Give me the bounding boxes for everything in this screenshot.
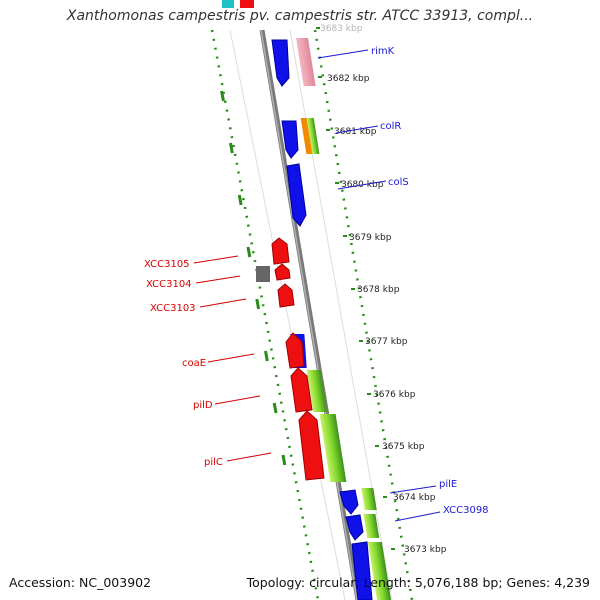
plus-strand-genes	[271, 38, 392, 600]
inner-ring-track	[229, 29, 346, 600]
map-title: Xanthomonas campestris pv. campestris st…	[66, 8, 534, 24]
accession-text: Accession: NC_003902	[9, 575, 152, 590]
gene-colR[interactable]	[281, 120, 299, 159]
gene-label-colS[interactable]: colS	[388, 177, 409, 188]
gene-label-pilD[interactable]: pilD	[193, 400, 213, 411]
gene-label-XCC3104[interactable]: XCC3104	[146, 279, 192, 290]
gene-pilE-green[interactable]	[361, 488, 377, 510]
gene-colS[interactable]	[286, 163, 307, 227]
minus-strand-labels: XCC3105 XCC3104 XCC3103 coaE pilD pilC	[144, 255, 272, 468]
gene-coaE[interactable]	[285, 332, 305, 369]
minus-strand-genes	[256, 237, 347, 482]
tick-label: 3679 kbp	[349, 233, 392, 243]
gene-colR-orange[interactable]	[300, 118, 313, 154]
gene-XCC3098-green[interactable]	[363, 514, 380, 538]
gene-top-red[interactable]	[240, 0, 254, 8]
minus-strand-long-ticks	[220, 90, 287, 466]
gene-colR-green[interactable]	[306, 118, 320, 154]
gene-pilC[interactable]	[298, 410, 325, 481]
tick-label: 3674 kbp	[393, 493, 436, 503]
gene-pilD[interactable]	[290, 367, 313, 413]
gene-pilE[interactable]	[339, 489, 359, 515]
tick-label: 3682 kbp	[327, 74, 370, 84]
tick-label: 3676 kbp	[373, 390, 416, 400]
gene-bottom-green[interactable]	[367, 542, 392, 600]
gene-top-cyan[interactable]	[222, 0, 234, 8]
gene-label-XCC3105[interactable]: XCC3105	[144, 259, 190, 270]
genome-backbone	[259, 29, 361, 600]
gene-pilD-green[interactable]	[306, 370, 328, 412]
inner-ring-track-2	[289, 29, 393, 600]
topology-summary: Topology: circular; Length: 5,076,188 bp…	[246, 575, 590, 590]
gene-XCC3105[interactable]	[271, 237, 290, 265]
tick-label: 3683 kbp	[320, 24, 363, 34]
gene-XCC3104-grey[interactable]	[256, 266, 270, 282]
gene-label-coaE[interactable]: coaE	[182, 358, 206, 369]
gene-label-colR[interactable]: colR	[380, 121, 401, 132]
gene-XCC3104[interactable]	[274, 263, 291, 281]
tick-label: 3678 kbp	[357, 285, 400, 295]
gene-label-rimK[interactable]: rimK	[371, 46, 395, 57]
tick-label: 3681 kbp	[334, 127, 377, 137]
gene-XCC3103[interactable]	[277, 283, 295, 308]
gene-XCC3098[interactable]	[345, 514, 364, 541]
tick-label: 3675 kbp	[382, 442, 425, 452]
gene-rimK-color-bar[interactable]	[296, 38, 316, 86]
plus-strand-labels: rimK colR colS pilE XCC3098	[317, 46, 489, 522]
gene-rimK[interactable]	[271, 39, 290, 87]
plus-strand-dotted-track	[313, 29, 414, 600]
tick-label: 3673 kbp	[404, 545, 447, 555]
gene-label-pilE[interactable]: pilE	[439, 479, 457, 490]
tick-marks	[316, 27, 395, 550]
gene-pilC-green[interactable]	[319, 414, 347, 482]
gene-label-XCC3103[interactable]: XCC3103	[150, 303, 196, 314]
minus-strand-dotted-track	[210, 29, 320, 600]
gene-label-XCC3098[interactable]: XCC3098	[443, 505, 489, 516]
tick-label: 3677 kbp	[365, 337, 408, 347]
gene-bottom-blue[interactable]	[351, 541, 373, 600]
gene-label-pilC[interactable]: pilC	[204, 457, 223, 468]
